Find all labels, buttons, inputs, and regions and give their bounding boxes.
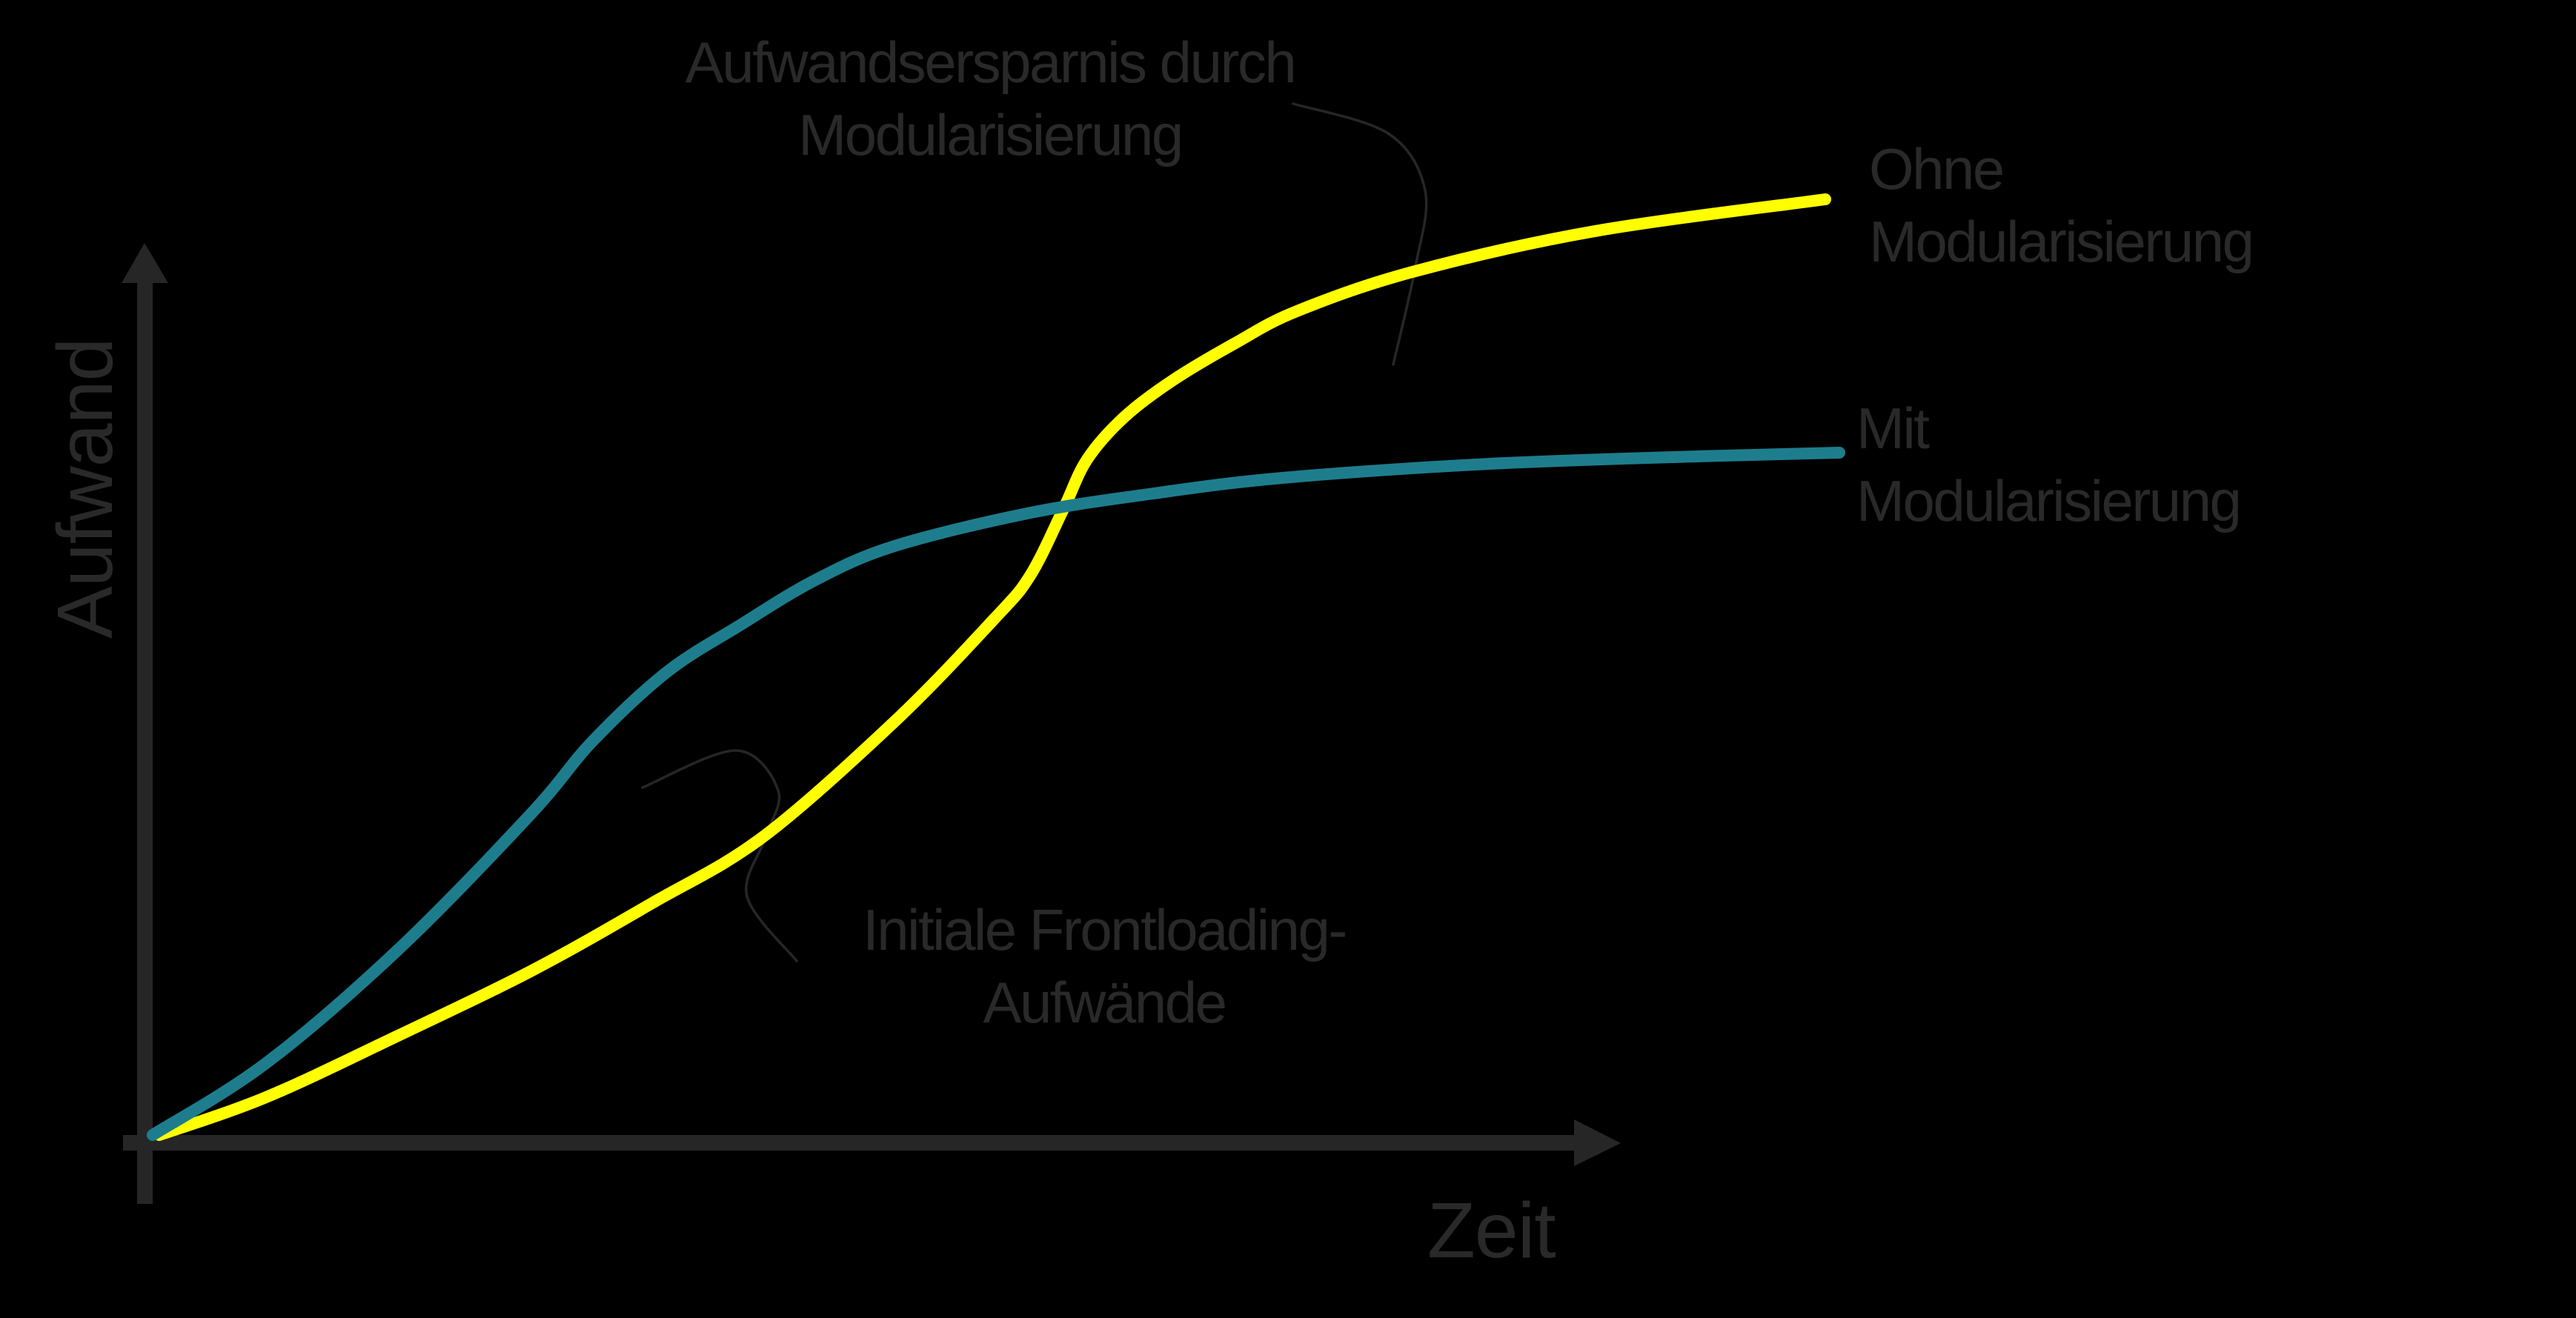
y-axis-line: [137, 282, 153, 1204]
annotation-frontloading-line-1: Initiale Frontloading-: [863, 897, 1347, 962]
x-axis-label: Zeit: [1427, 1191, 1556, 1270]
series-label-ohne-line-1: Ohne: [1869, 136, 2005, 202]
y-axis-arrow-icon: [122, 243, 168, 283]
callout-line-frontloading: [641, 749, 798, 962]
series-line-mit-modularisierung: [147, 447, 1845, 1141]
series-line-ohne-modularisierung: [153, 193, 1831, 1141]
y-axis: [122, 243, 168, 1204]
series-label-mit-line-1: Mit: [1856, 396, 1930, 461]
annotation-savings: Aufwandsersparnis durch Modularisierung: [620, 33, 1361, 164]
x-axis-label-text: Zeit: [1427, 1187, 1556, 1274]
annotation-frontloading: Initiale Frontloading- Aufwände: [808, 901, 1401, 1031]
series-label-ohne: Ohne Modularisierung: [1869, 136, 2254, 274]
annotation-savings-line-1: Aufwandsersparnis durch: [685, 30, 1297, 95]
annotation-frontloading-line-2: Aufwände: [983, 970, 1227, 1035]
series-label-ohne-line-2: Modularisierung: [1869, 209, 2254, 274]
x-axis: [123, 1119, 1621, 1166]
series-label-mit-line-2: Modularisierung: [1856, 468, 2242, 533]
x-axis-arrow-icon: [1574, 1119, 1621, 1166]
x-axis-line: [123, 1135, 1576, 1151]
annotation-savings-line-2: Modularisierung: [798, 102, 1184, 167]
y-axis-label: Aufwand: [42, 338, 129, 639]
series-label-mit: Mit Modularisierung: [1856, 396, 2242, 533]
y-axis-label-text: Aufwand: [42, 338, 129, 639]
callout-line-savings: [1292, 102, 1428, 366]
